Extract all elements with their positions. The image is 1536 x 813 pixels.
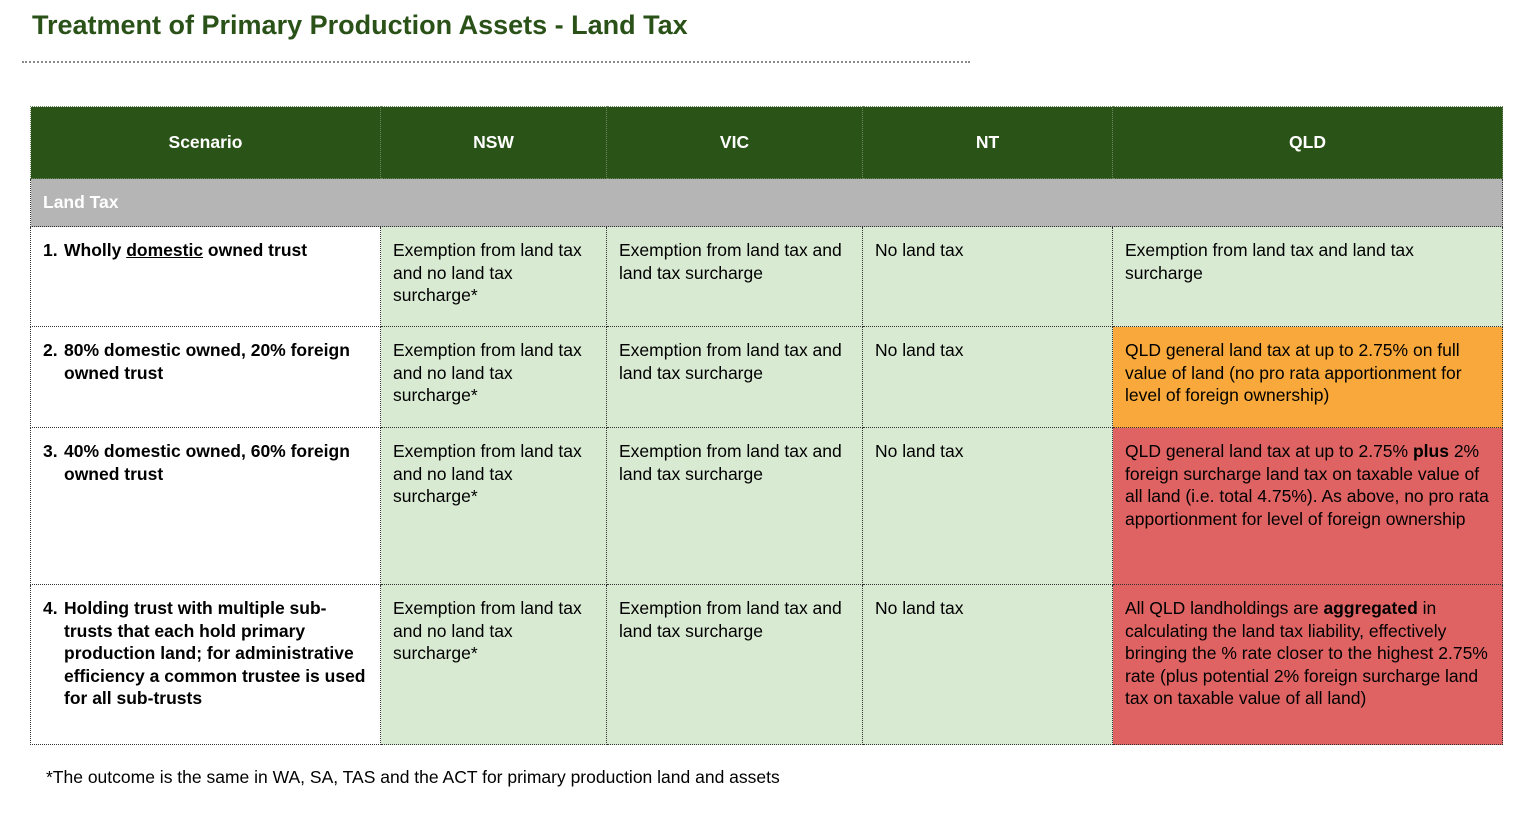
- scenario-cell: 4. Holding trust with multiple sub-trusts…: [30, 584, 381, 745]
- qld-text-post: 2% foreign surcharge land tax on taxable…: [1125, 441, 1489, 529]
- section-label: Land Tax: [30, 178, 1503, 227]
- scenario-cell: 3. 40% domestic owned, 60% foreign owned …: [30, 427, 381, 585]
- scenario-text-underlined: domestic: [126, 240, 204, 260]
- land-tax-table: Scenario NSW VIC NT QLD Land Tax 1. Wholl…: [30, 106, 1503, 745]
- scenario-text: 40% domestic owned, 60% foreign owned tr…: [64, 441, 350, 484]
- header-nt: NT: [862, 106, 1113, 179]
- scenario-cell: 2. 80% domestic owned, 20% foreign owned …: [30, 326, 381, 428]
- header-scenario: Scenario: [30, 106, 381, 179]
- vic-cell: Exemption from land tax and land tax sur…: [606, 584, 863, 745]
- table-row: 4. Holding trust with multiple sub-trusts…: [30, 584, 1503, 745]
- section-row-land-tax: Land Tax: [30, 178, 1503, 227]
- nsw-cell: Exemption from land tax and no land tax …: [380, 427, 607, 585]
- header-qld: QLD: [1112, 106, 1503, 179]
- footnote: *The outcome is the same in WA, SA, TAS …: [46, 767, 780, 787]
- scenario-text: 80% domestic owned, 20% foreign owned tr…: [64, 340, 350, 383]
- nt-cell: No land tax: [862, 584, 1113, 745]
- header-vic: VIC: [606, 106, 863, 179]
- nt-cell: No land tax: [862, 427, 1113, 585]
- qld-cell: QLD general land tax at up to 2.75% plus…: [1112, 427, 1503, 585]
- vic-cell: Exemption from land tax and land tax sur…: [606, 427, 863, 585]
- vic-cell: Exemption from land tax and land tax sur…: [606, 326, 863, 428]
- qld-text-bold: plus: [1412, 441, 1449, 461]
- qld-text-post: in calculating the land tax liability, e…: [1125, 598, 1488, 708]
- title-divider: [22, 61, 970, 63]
- scenario-text-pre: Wholly: [64, 240, 127, 260]
- table-row: 2. 80% domestic owned, 20% foreign owned …: [30, 326, 1503, 428]
- qld-text-bold: aggregated: [1323, 598, 1418, 618]
- scenario-text-post: owned trust: [203, 240, 308, 260]
- qld-text-pre: QLD general land tax at up to 2.75%: [1125, 441, 1413, 461]
- scenario-number: 3.: [43, 441, 58, 461]
- nt-cell: No land tax: [862, 326, 1113, 428]
- nsw-cell: Exemption from land tax and no land tax …: [380, 326, 607, 428]
- nt-cell: No land tax: [862, 226, 1113, 327]
- page-title: Treatment of Primary Production Assets -…: [32, 10, 688, 40]
- nsw-cell: Exemption from land tax and no land tax …: [380, 584, 607, 745]
- qld-cell: QLD general land tax at up to 2.75% on f…: [1112, 326, 1503, 428]
- vic-cell: Exemption from land tax and land tax sur…: [606, 226, 863, 327]
- qld-text-pre: All QLD landholdings are: [1125, 598, 1324, 618]
- qld-cell: Exemption from land tax and land tax sur…: [1112, 226, 1503, 327]
- scenario-cell: 1. Wholly domestic owned trust: [30, 226, 381, 327]
- table-header-row: Scenario NSW VIC NT QLD: [30, 106, 1503, 179]
- scenario-text: Holding trust with multiple sub-trusts t…: [64, 598, 366, 708]
- scenario-number: 4.: [43, 598, 58, 618]
- scenario-number: 2.: [43, 340, 58, 360]
- table-row: 3. 40% domestic owned, 60% foreign owned …: [30, 427, 1503, 585]
- qld-cell: All QLD landholdings are aggregated in c…: [1112, 584, 1503, 745]
- scenario-number: 1.: [43, 240, 58, 260]
- header-nsw: NSW: [380, 106, 607, 179]
- table-row: 1. Wholly domestic owned trust Exemption …: [30, 226, 1503, 327]
- nsw-cell: Exemption from land tax and no land tax …: [380, 226, 607, 327]
